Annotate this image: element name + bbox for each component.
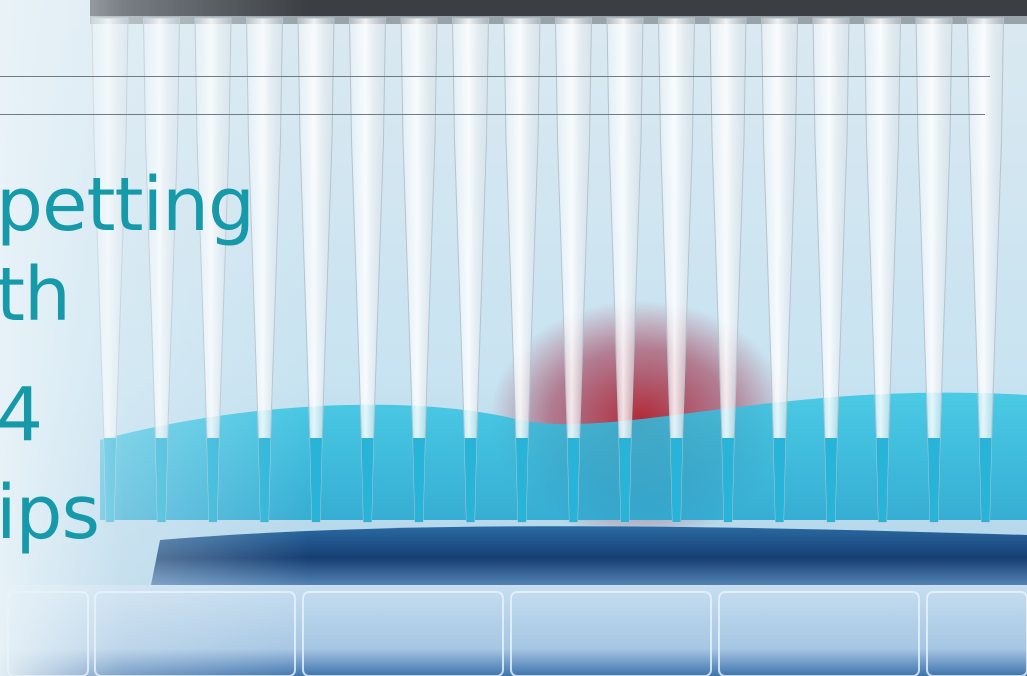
headline-line-2: th [0,252,71,338]
header-rule-top [0,76,990,77]
header-rule-bottom [0,114,985,115]
headline-line-3: 4 [0,372,43,458]
headline-line-1: petting [0,162,255,248]
headline-line-4: ips [0,470,100,556]
